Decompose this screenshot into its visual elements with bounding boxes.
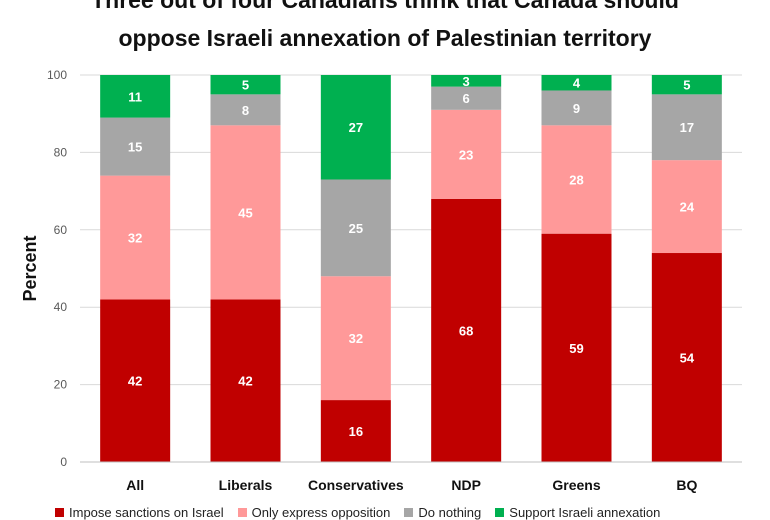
y-axis-title: Percent (20, 235, 40, 301)
data-label: 4 (573, 76, 581, 91)
data-label: 16 (349, 424, 363, 439)
data-label: 23 (459, 147, 473, 162)
legend-item-support: Support Israeli annexation (495, 505, 660, 520)
legend-label-opposition: Only express opposition (251, 505, 391, 520)
data-label: 11 (128, 89, 142, 104)
data-label: 42 (238, 374, 252, 389)
bar-segment (431, 86, 502, 110)
bar-segment (100, 299, 171, 462)
data-label: 17 (680, 120, 694, 135)
bar-segment (431, 75, 502, 87)
data-label: 9 (573, 101, 580, 116)
legend-swatch-sanctions (55, 508, 64, 517)
legend-swatch-opposition (237, 508, 247, 517)
y-tick-label: 20 (54, 378, 68, 392)
data-label: 24 (680, 200, 695, 215)
bar-segment (651, 75, 722, 95)
y-tick-label: 60 (54, 223, 68, 237)
y-tick-label: 0 (60, 455, 67, 469)
x-tick-label: Conservatives (308, 477, 404, 493)
legend-label-sanctions: Impose sanctions on Israel (69, 505, 224, 520)
x-tick-label: All (126, 477, 144, 493)
legend-swatch-support (495, 508, 505, 517)
x-tick-label: Liberals (219, 477, 273, 493)
bar-segment (210, 125, 281, 300)
bar-segment (651, 160, 722, 254)
data-label: 27 (349, 120, 363, 135)
bar-segment (100, 117, 171, 176)
bar-segment (210, 299, 281, 462)
legend-swatch-do-nothing (404, 508, 414, 517)
bar-segment (541, 90, 612, 126)
data-label: 3 (463, 74, 470, 89)
x-tick-label: BQ (676, 477, 697, 493)
y-tick-label: 40 (54, 300, 68, 314)
legend-item-sanctions: Impose sanctions on Israel (55, 505, 224, 520)
legend-label-do-nothing: Do nothing (418, 505, 482, 520)
x-tick-label: NDP (451, 477, 481, 493)
bar-segment (320, 276, 391, 401)
y-tick-label: 100 (47, 68, 67, 82)
legend-item-do-nothing: Do nothing (404, 505, 481, 520)
data-label: 5 (242, 78, 249, 93)
data-label: 32 (128, 231, 142, 246)
bar-segment (651, 253, 722, 462)
legend-label-support: Support Israeli annexation (509, 505, 661, 520)
bar-segment (320, 179, 391, 277)
data-label: 45 (238, 205, 252, 220)
bar-segment (320, 400, 391, 462)
data-label: 15 (128, 140, 142, 155)
bar-segment (431, 198, 502, 462)
bar-segment (541, 75, 612, 91)
data-label: 25 (349, 221, 363, 236)
chart-title-line-1: Three out of four Canadians think that C… (91, 0, 679, 13)
data-label: 32 (349, 331, 363, 346)
data-label: 68 (459, 323, 473, 338)
bar-segment (431, 109, 502, 199)
bar-segment (541, 125, 612, 234)
bar-segment (210, 94, 281, 126)
data-label: 8 (242, 103, 249, 118)
data-label: 42 (128, 374, 142, 389)
y-tick-label: 80 (54, 145, 68, 159)
data-label: 54 (680, 351, 695, 366)
bar-segment (210, 75, 281, 95)
bar-segment (541, 233, 612, 462)
bar-segment (100, 175, 171, 300)
bar-segment (100, 75, 171, 118)
data-label: 5 (683, 78, 690, 93)
legend-item-opposition: Only express opposition (237, 505, 391, 520)
x-tick-label: Greens (552, 477, 600, 493)
data-label: 59 (569, 341, 583, 356)
data-label: 6 (463, 91, 470, 106)
bar-segment (320, 75, 391, 180)
chart-legend: Impose sanctions on Israel Only express … (55, 505, 660, 520)
chart-title-line-2: oppose Israeli annexation of Palestinian… (118, 25, 652, 51)
bar-segment (651, 94, 722, 161)
data-label: 28 (569, 172, 583, 187)
